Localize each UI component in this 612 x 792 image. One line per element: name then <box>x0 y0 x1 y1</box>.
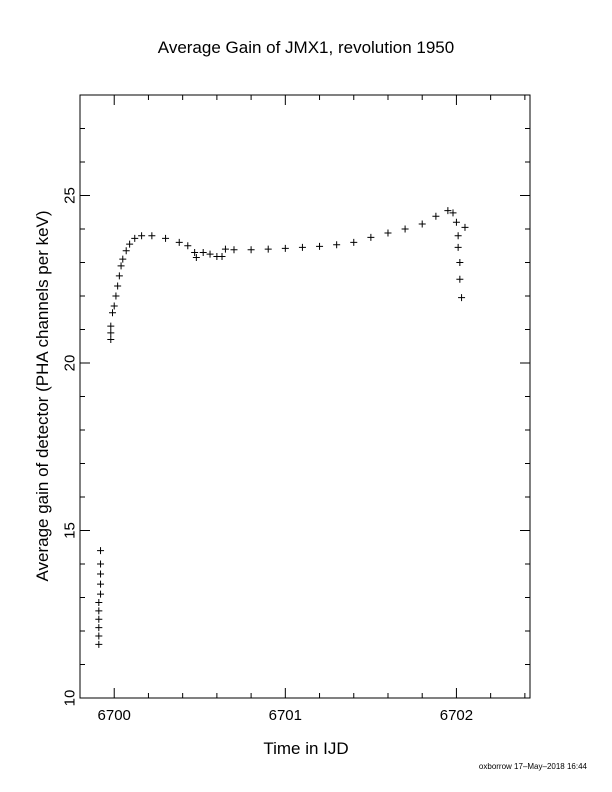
data-point <box>418 220 426 228</box>
data-point <box>126 240 134 248</box>
data-point <box>316 242 324 250</box>
data-point <box>110 302 118 310</box>
x-axis-label: Time in IJD <box>263 739 348 758</box>
data-point <box>456 259 464 266</box>
data-point <box>95 615 103 623</box>
data-point <box>97 547 105 555</box>
data-point <box>449 209 457 217</box>
data-point <box>384 229 392 237</box>
footer-credit: oxborrow 17–May–2018 16:44 <box>479 762 588 771</box>
data-point <box>162 234 170 242</box>
data-point <box>184 242 192 250</box>
data-point <box>95 624 103 632</box>
data-point <box>112 292 120 300</box>
data-point <box>350 238 358 246</box>
data-point <box>138 232 146 240</box>
y-tick-label: 20 <box>62 355 79 372</box>
data-point <box>458 294 466 302</box>
chart-title: Average Gain of JMX1, revolution 1950 <box>158 38 454 57</box>
data-point <box>95 640 103 648</box>
data-point <box>122 247 130 255</box>
data-points <box>95 207 469 648</box>
data-point <box>191 248 199 256</box>
data-point <box>444 207 452 215</box>
data-point <box>298 243 306 251</box>
data-point <box>456 275 464 283</box>
data-point <box>107 322 115 330</box>
data-point <box>115 272 123 280</box>
y-tick-label: 25 <box>62 187 79 204</box>
data-point <box>97 560 105 568</box>
data-point <box>107 329 115 337</box>
data-point <box>221 245 229 253</box>
data-point <box>148 232 156 240</box>
data-point <box>454 232 462 240</box>
data-point <box>114 282 122 290</box>
data-point <box>107 336 115 344</box>
y-axis: 10 15 20 25 <box>62 94 530 707</box>
data-point <box>401 225 409 233</box>
data-point <box>95 607 103 615</box>
x-tick-label: 6700 <box>98 707 131 724</box>
y-axis-label: Average gain of detector (PHA channels p… <box>33 210 52 581</box>
data-point <box>95 599 103 607</box>
data-point <box>281 244 289 252</box>
data-point <box>97 590 105 598</box>
data-point <box>199 248 207 256</box>
x-tick-label: 6701 <box>269 707 302 724</box>
data-point <box>206 250 214 258</box>
data-point <box>247 246 255 254</box>
data-point <box>175 238 183 246</box>
data-point <box>452 218 460 226</box>
x-axis: 6700 6701 6702 <box>79 95 526 724</box>
data-point <box>95 632 103 640</box>
x-tick-label: 6702 <box>440 707 473 724</box>
data-point <box>454 243 462 251</box>
data-point <box>192 253 200 261</box>
data-point <box>119 255 127 263</box>
data-point <box>461 223 469 231</box>
data-point <box>264 245 272 253</box>
data-point <box>131 234 139 242</box>
data-point <box>117 262 125 270</box>
data-point <box>218 252 226 260</box>
plot-frame <box>79 94 531 699</box>
data-point <box>333 241 341 249</box>
data-point <box>97 570 105 578</box>
y-tick-label: 15 <box>62 522 79 539</box>
data-point <box>109 309 117 317</box>
data-point <box>97 580 105 588</box>
data-point <box>432 212 440 220</box>
data-point <box>230 246 238 254</box>
data-point <box>367 233 375 241</box>
y-tick-label: 10 <box>62 690 79 707</box>
